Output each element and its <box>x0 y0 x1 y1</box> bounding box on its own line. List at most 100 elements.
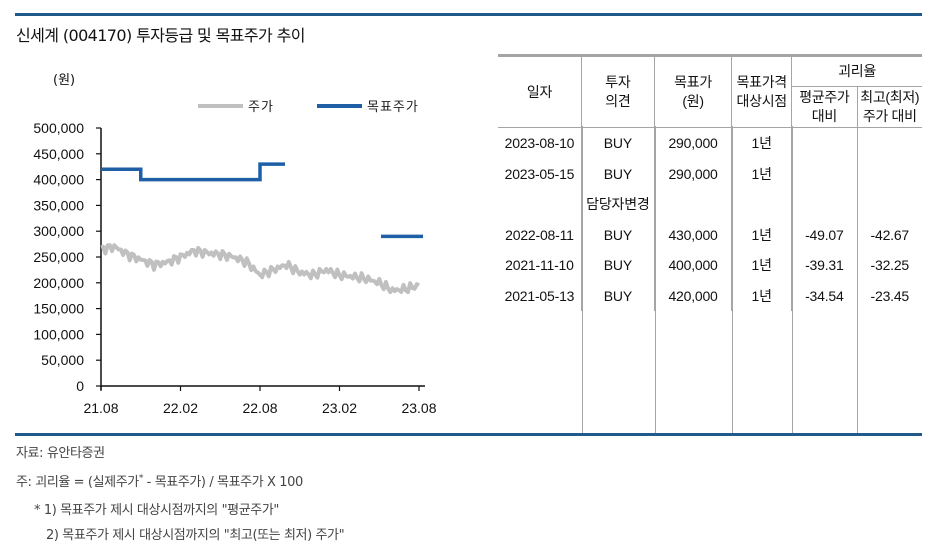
col-gap-group: 괴리율 <box>791 55 922 87</box>
cell-max: -32.25 <box>856 250 922 281</box>
y-tick-label: 200,000 <box>33 275 84 291</box>
y-tick-label: 300,000 <box>33 223 84 239</box>
cell-horizon: 1년 <box>731 219 792 250</box>
col-date: 일자 <box>498 55 582 128</box>
cell-target: 290,000 <box>653 158 732 189</box>
cell-horizon: 1년 <box>731 127 792 159</box>
table-row: 2022-08-11 BUY 430,000 1년 -49.07 -42.67 <box>498 219 922 250</box>
table-row: 2023-08-10 BUY 290,000 1년 <box>498 127 922 159</box>
col-avg-l2: 대비 <box>811 108 837 124</box>
cell-avg <box>791 158 858 189</box>
cell-opinion: BUY <box>580 127 655 159</box>
cell-date: 2023-05-15 <box>504 165 575 182</box>
cell-opinion: BUY <box>580 158 655 189</box>
legend-label-price: 주가 <box>248 100 274 115</box>
col-horizon: 목표가격 대상시점 <box>731 55 792 128</box>
cell-opinion: BUY <box>580 280 655 311</box>
y-tick-label: 150,000 <box>33 301 84 317</box>
col-opinion: 투자 의견 <box>580 55 655 128</box>
col-max-l2: 주가 대비 <box>862 108 917 124</box>
formula-pre: 주: 괴리율 = (실제주가 <box>16 475 139 490</box>
x-tick-label: 22.08 <box>242 400 277 416</box>
y-tick-label: 0 <box>76 378 84 394</box>
y-axis: 500,000 450,000 400,000 350,000 300,000 250,0… <box>33 120 102 394</box>
cell-avg: -34.54 <box>791 280 858 311</box>
cell-opinion: 담당자변경 <box>580 189 655 220</box>
legend-swatch-target <box>317 103 362 108</box>
cell-date: 2023-08-10 <box>504 135 575 152</box>
y-tick-label: 350,000 <box>33 197 84 213</box>
source-note: 자료: 유안타증권 <box>16 446 105 461</box>
col-divider <box>655 126 656 433</box>
cell-horizon <box>731 189 792 220</box>
cell-max <box>856 189 922 220</box>
y-axis-unit: (원) <box>53 73 76 88</box>
bottom-rule <box>15 433 500 436</box>
cell-max: -23.45 <box>856 280 922 311</box>
cell-date <box>498 189 581 220</box>
col-avg: 평균주가 대비 <box>791 86 858 128</box>
formula-note: 주: 괴리율 = (실제주가* - 목표주가) / 목표주가 X 100 <box>16 471 303 490</box>
col-divider <box>732 126 733 433</box>
col-opinion-l2: 의견 <box>605 93 631 109</box>
cell-target: 430,000 <box>653 219 732 250</box>
cell-horizon: 1년 <box>731 280 792 311</box>
cell-target: 400,000 <box>653 250 732 281</box>
col-target-l2: (원) <box>682 93 704 109</box>
table-row: 2021-11-10 BUY 400,000 1년 -39.31 -32.25 <box>498 250 922 281</box>
x-tick-label: 21.08 <box>83 400 118 416</box>
cell-date: 2021-11-10 <box>505 257 574 274</box>
top-rule <box>15 13 922 16</box>
col-horizon-l1: 목표가격 <box>736 74 788 90</box>
y-tick-label: 400,000 <box>33 172 84 188</box>
col-target-l1: 목표가 <box>674 74 712 90</box>
cell-target <box>653 189 732 220</box>
col-max: 최고(최저) 주가 대비 <box>856 86 922 128</box>
series <box>100 162 423 295</box>
cell-max <box>856 127 922 159</box>
y-tick-label: 450,000 <box>33 146 84 162</box>
x-tick-label: 23.08 <box>401 400 436 416</box>
x-tick-label: 23.02 <box>322 400 357 416</box>
rating-history-table: 일자 투자 의견 목표가 (원) 목표가격 대상시점 괴리율 평균주가 대비 최… <box>498 54 922 311</box>
formula-star: * <box>138 473 144 484</box>
footnote-1: * 1) 목표주가 제시 대상시점까지의 "평균주가" <box>34 503 279 518</box>
cell-avg: -39.31 <box>791 250 858 281</box>
cell-date: 2021-05-13 <box>504 287 575 304</box>
legend-label-target: 목표주가 <box>367 100 419 115</box>
legend-swatch-price <box>198 103 243 108</box>
y-tick-label: 250,000 <box>33 249 84 265</box>
cell-max: -42.67 <box>856 219 922 250</box>
cell-avg <box>791 127 858 159</box>
col-horizon-l2: 대상시점 <box>736 93 788 109</box>
x-tick-label: 22.02 <box>163 400 198 416</box>
formula-post: - 목표주가) / 목표주가 X 100 <box>142 475 304 490</box>
target-price-line <box>101 162 285 182</box>
col-target: 목표가 (원) <box>653 55 732 128</box>
cell-horizon: 1년 <box>731 158 792 189</box>
chart-title: 신세계 (004170) 투자등급 및 목표주가 추이 <box>16 26 305 45</box>
table-row: 2021-05-13 BUY 420,000 1년 -34.54 -23.45 <box>498 280 922 311</box>
cell-target: 290,000 <box>653 127 732 159</box>
y-tick-label: 100,000 <box>33 326 84 342</box>
bottom-rule-right <box>498 433 922 436</box>
col-divider <box>582 126 583 433</box>
legend-item-price: 주가 <box>198 96 274 115</box>
col-divider <box>792 126 793 433</box>
cell-date: 2022-08-11 <box>505 226 574 243</box>
price-line <box>100 243 420 295</box>
x-axis: 21.08 22.02 22.08 23.02 23.08 <box>83 385 437 416</box>
col-max-l1: 최고(최저) <box>860 89 920 105</box>
cell-opinion: BUY <box>580 250 655 281</box>
table-row: 2023-05-15 BUY 290,000 1년 <box>498 158 922 189</box>
y-tick-label: 500,000 <box>33 120 84 136</box>
cell-avg: -49.07 <box>791 219 858 250</box>
y-tick-label: 50,000 <box>41 352 84 368</box>
cell-horizon: 1년 <box>731 250 792 281</box>
legend-item-target: 목표주가 <box>317 96 419 115</box>
footnote-2: 2) 목표주가 제시 대상시점까지의 "최고(또는 최저) 주가" <box>46 528 345 543</box>
cell-max <box>856 158 922 189</box>
cell-avg <box>791 189 858 220</box>
cell-target: 420,000 <box>653 280 732 311</box>
line-chart: 500,000 450,000 400,000 350,000 300,000 250,0… <box>33 120 437 416</box>
